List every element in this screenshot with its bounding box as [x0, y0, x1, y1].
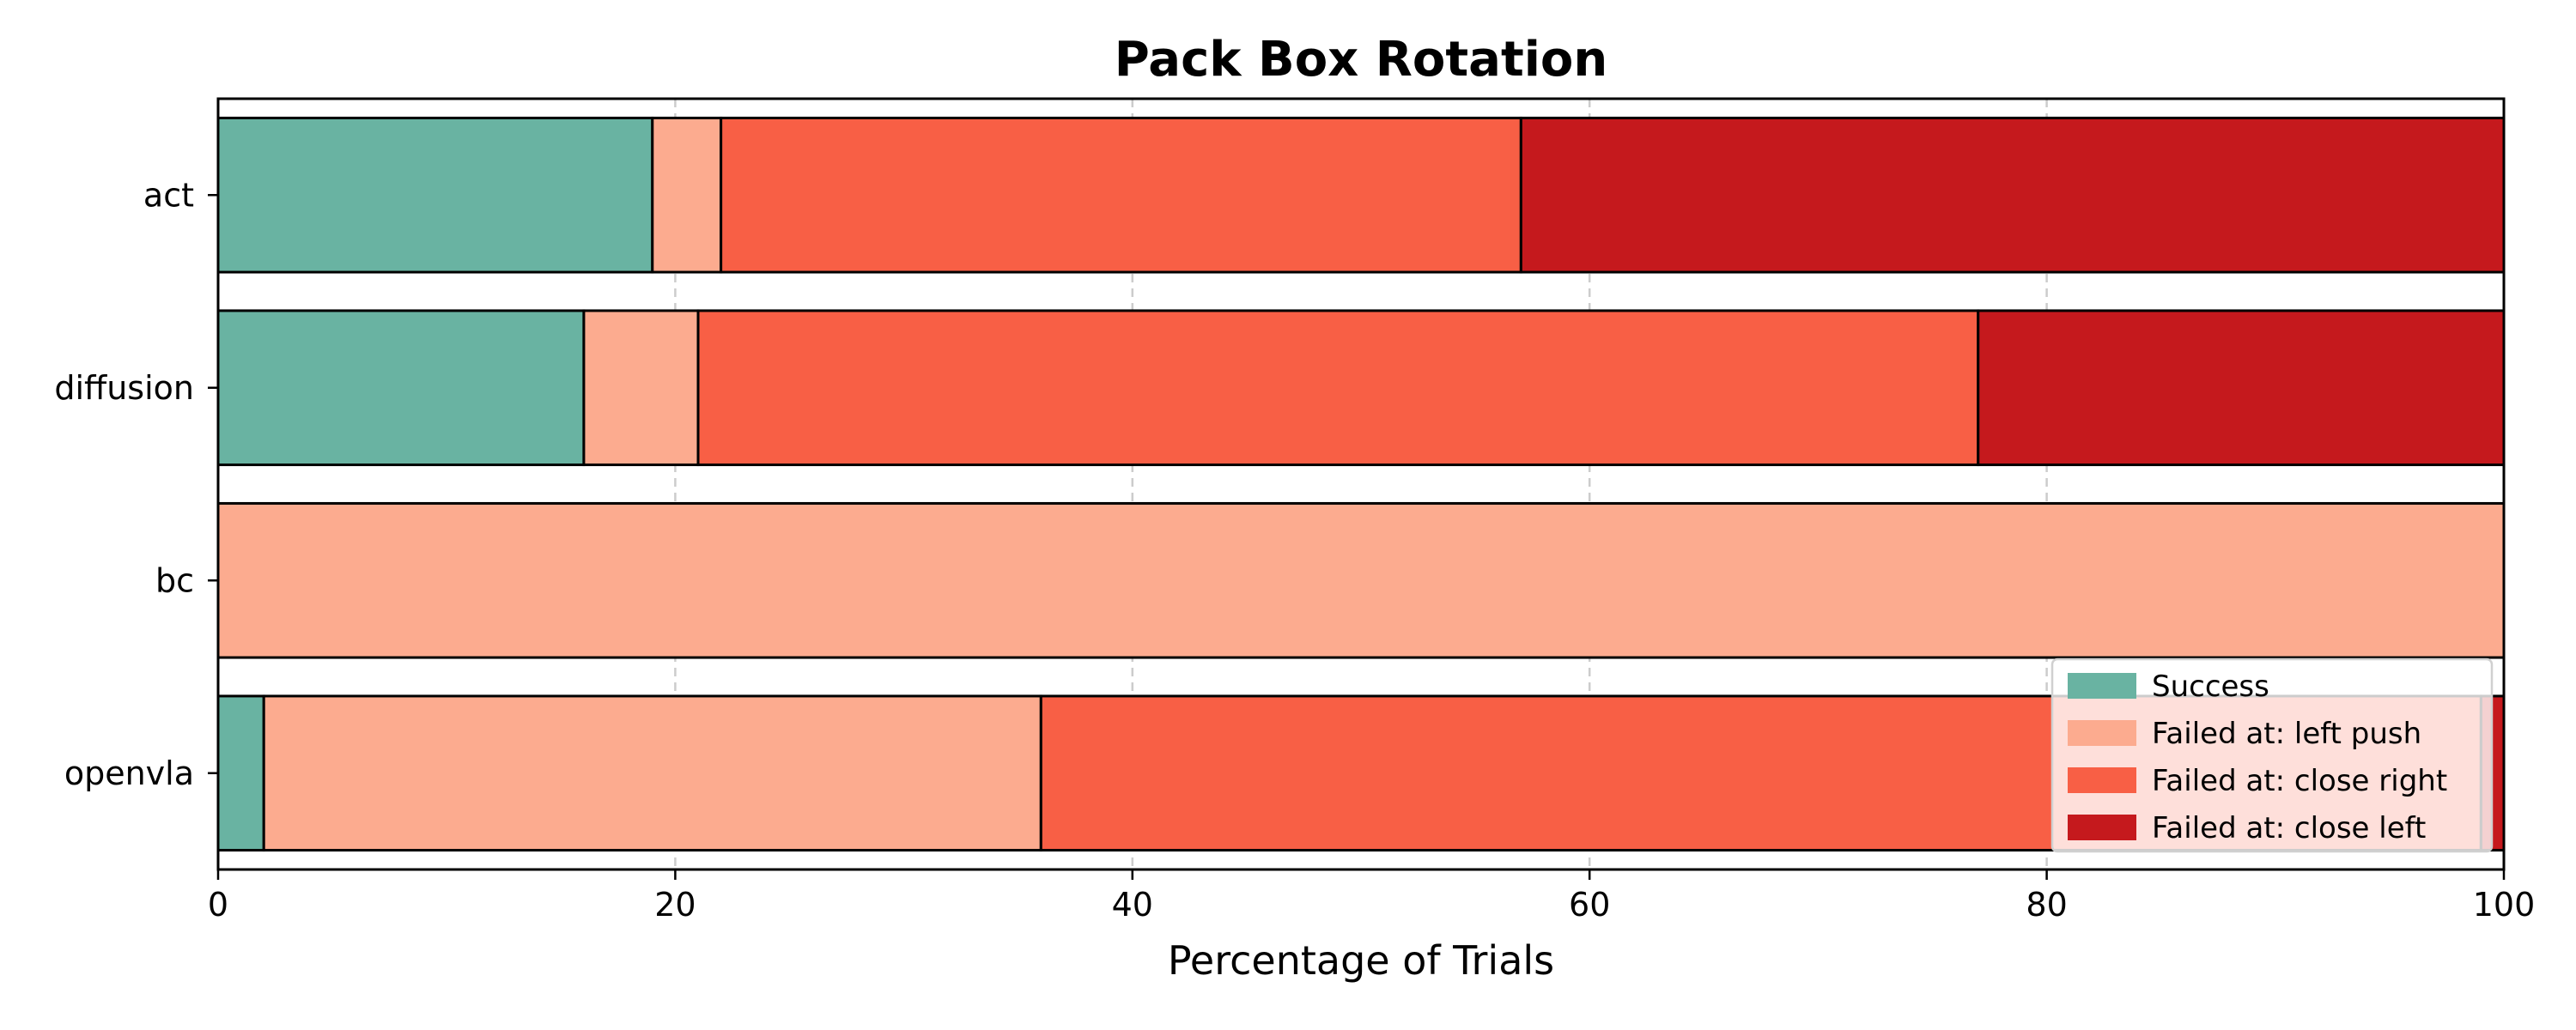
x-tick-label: 60 — [1569, 886, 1610, 924]
bar-segment — [216, 694, 265, 852]
x-tick-label: 100 — [2473, 886, 2536, 924]
legend-label: Failed at: close left — [2152, 811, 2426, 845]
y-tick-label: act — [143, 176, 194, 214]
legend-swatch — [2068, 673, 2136, 699]
y-tick-label: diffusion — [54, 369, 194, 407]
bar-segment — [216, 116, 654, 274]
legend: Success Failed at: left push Failed at: cl… — [2050, 657, 2494, 853]
y-axis: act diffusion bc openvla — [54, 176, 218, 792]
legend-label: Failed at: close right — [2152, 764, 2447, 798]
chart-title: Pack Box Rotation — [1115, 32, 1608, 88]
bar-segment — [1519, 116, 2506, 274]
plot-frame — [216, 97, 2506, 871]
legend-swatch — [2068, 720, 2136, 746]
x-tick-label: 80 — [2026, 886, 2067, 924]
legend-label: Failed at: left push — [2152, 717, 2421, 751]
bar-segment — [720, 116, 1522, 274]
legend-label: Success — [2152, 670, 2269, 704]
x-tick-label: 40 — [1112, 886, 1153, 924]
bar-segment — [216, 309, 586, 467]
bar-group — [216, 116, 2506, 852]
y-tick-label: bc — [155, 561, 194, 599]
bar-segment — [582, 309, 700, 467]
bar-segment — [262, 694, 1042, 852]
bar-segment — [696, 309, 1980, 467]
x-tick-label: 0 — [208, 886, 228, 924]
bar-segment — [651, 116, 723, 274]
legend-box — [2050, 657, 2494, 853]
legend-swatch — [2068, 815, 2136, 840]
y-tick-label: openvla — [64, 754, 194, 792]
x-axis: 0 20 40 60 80 100 — [208, 869, 2535, 924]
legend-swatch — [2068, 767, 2136, 793]
bar-segment — [1977, 309, 2506, 467]
x-tick-label: 20 — [654, 886, 696, 924]
x-axis-label: Percentage of Trials — [1168, 937, 1554, 984]
bar-segment — [216, 501, 2506, 659]
